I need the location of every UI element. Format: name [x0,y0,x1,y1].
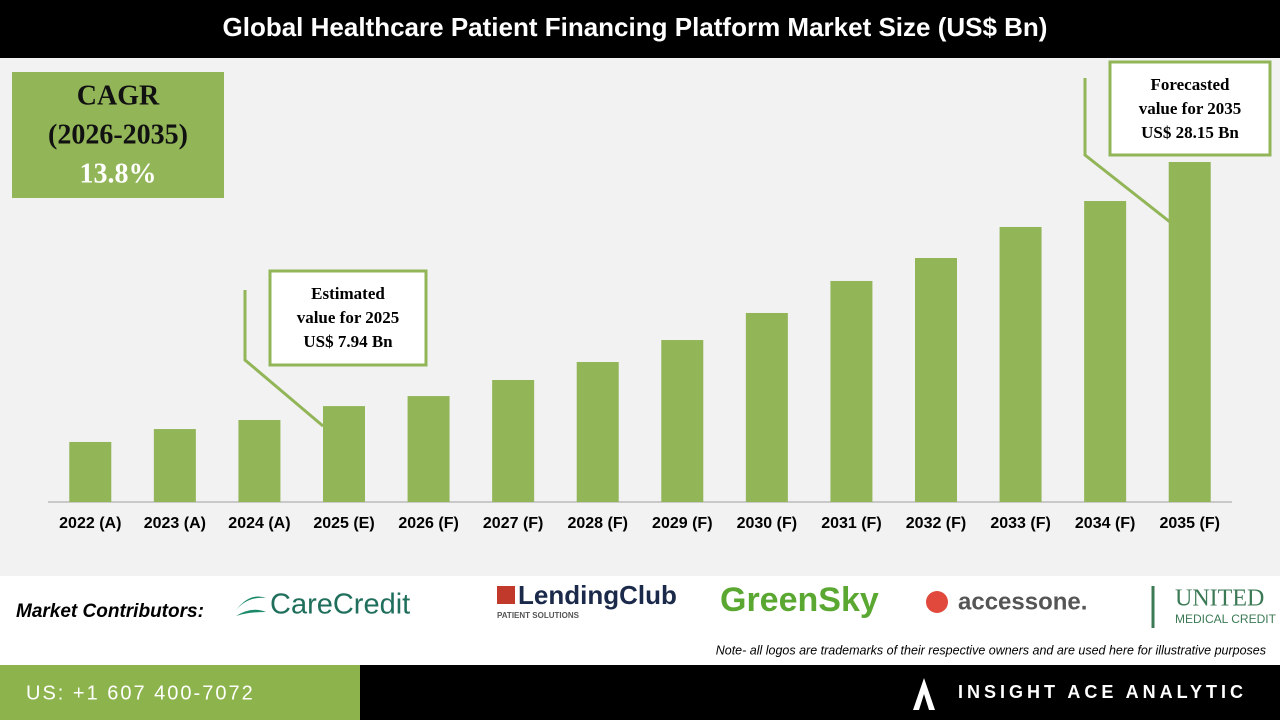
x-tick-label: 2031 (F) [821,515,881,532]
footer-right [360,665,1280,720]
footer-left [0,665,360,720]
x-tick-label: 2024 (A) [228,515,290,532]
logo: GreenSky [720,581,879,619]
cagr-value: 13.8% [80,158,157,189]
callout-text: US$ 7.94 Bn [303,332,393,351]
brand-icon [913,678,935,710]
callout-box [268,269,428,367]
cagr-box [12,72,224,198]
logo-icon [236,596,266,616]
bar [1168,162,1211,502]
x-tick-label: 2027 (F) [483,515,543,532]
callout-text: value for 2035 [1139,99,1242,118]
x-tick-label: 2023 (A) [144,515,206,532]
logo: CareCredit [270,589,410,621]
brand: INSIGHT ACE ANALYTIC [958,682,1247,702]
logo: UNITED [1175,586,1264,612]
contributors-area [0,576,1280,665]
bar [915,258,957,502]
callout-line [243,290,324,428]
callout-box [1108,60,1272,157]
callout-text: US$ 28.15 Bn [1141,123,1239,142]
bar [153,429,196,502]
bar [745,312,788,502]
chart-title: Global Healthcare Patient Financing Plat… [223,12,1048,42]
contributors-label: Market Contributors: [16,601,204,622]
callout-text: Estimated [311,284,385,303]
x-tick-label: 2026 (F) [398,515,458,532]
cagr-period: (2026-2035) [48,119,188,150]
x-tick-label: 2029 (F) [652,515,712,532]
callout-text: Forecasted [1151,75,1231,94]
bar [323,406,365,502]
x-tick-label: 2034 (F) [1075,515,1135,532]
bar [492,380,535,502]
logo-icon [926,591,948,613]
x-tick-label: 2030 (F) [737,515,797,532]
x-tick-label: 2033 (F) [990,515,1050,532]
bar [407,396,450,502]
x-tick-label: 2035 (F) [1159,515,1219,532]
bar [576,362,619,502]
phone: US: +1 607 400-7072 [26,682,255,704]
bar [1084,201,1127,502]
logo-sub: PATIENT SOLUTIONS [497,611,580,620]
x-tick-label: 2032 (F) [906,515,966,532]
x-tick-label: 2025 (E) [313,515,374,532]
bar [661,340,704,502]
title-bar [0,0,1280,58]
x-tick-label: 2028 (F) [567,515,627,532]
callout-line [1083,78,1171,224]
bar [69,441,112,502]
bar [238,419,281,502]
bar [999,226,1042,502]
bar [830,280,873,502]
logo: accessone. [958,588,1087,615]
x-tick-label: 2022 (A) [59,515,121,532]
cagr-label: CAGR [77,80,160,111]
callout-text: value for 2025 [297,308,400,327]
logo-sub: MEDICAL CREDIT [1175,612,1277,626]
logo-icon [497,586,515,604]
logo: LendingClub [518,580,677,610]
note: Note- all logos are trademarks of their … [716,643,1266,657]
